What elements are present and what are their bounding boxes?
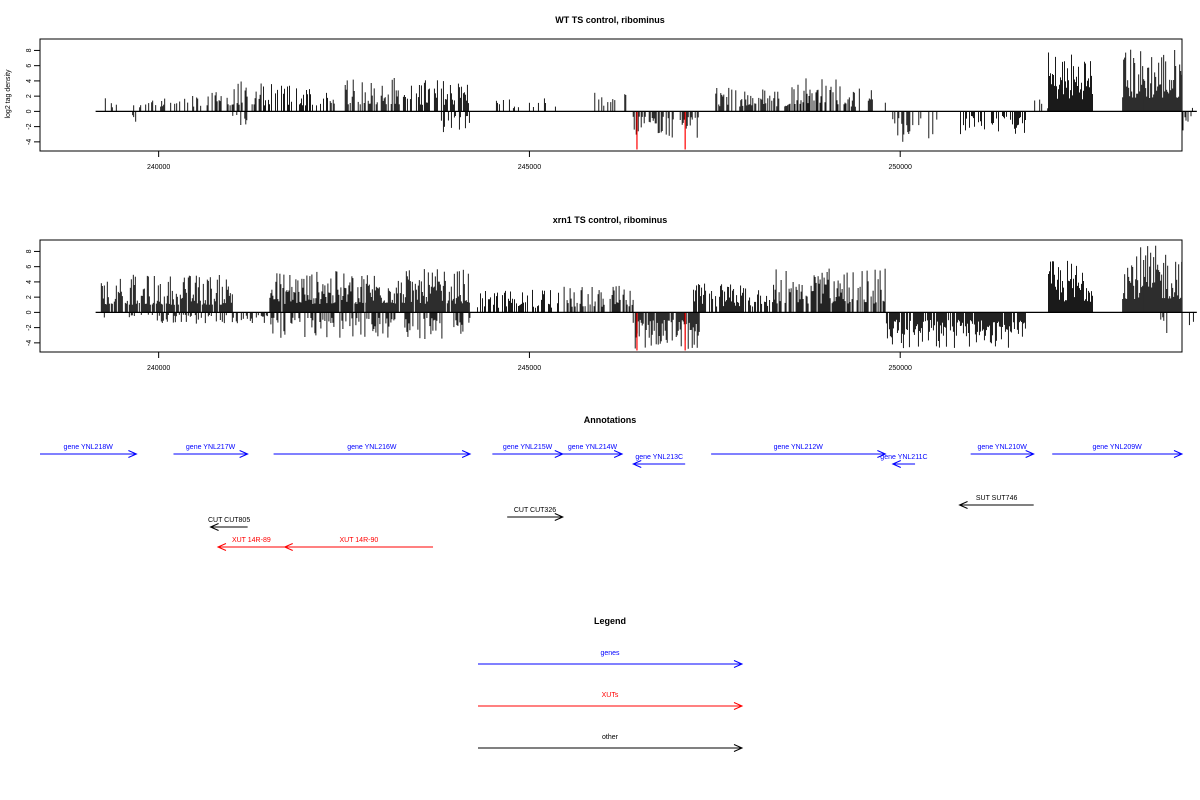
annotation-feature: gene YNL214W xyxy=(562,444,624,458)
wt-y-ticks: 8 6 4 2 0 -2 -4 xyxy=(26,48,40,145)
annotations-panel: Annotations gene YNL218W gene YNL217W gene… xyxy=(40,415,1184,551)
wt-y-tick-label: 8 xyxy=(26,48,33,52)
xrn1-panel: xrn1 TS control, ribominus 8 6 4 2 0 -2 -4 240… xyxy=(26,215,1197,372)
legend-entries: genes XUTs other xyxy=(478,650,744,752)
xrn1-y-tick-label: 6 xyxy=(26,265,33,269)
xrn1-panel-title: xrn1 TS control, ribominus xyxy=(553,215,668,225)
legend-label: XUTs xyxy=(602,692,619,699)
legend-entry: genes xyxy=(478,650,744,668)
wt-y-axis-label: log2 tag density xyxy=(5,69,12,119)
wt-y-tick-label: 6 xyxy=(26,64,33,68)
annotation-label: gene YNL216W xyxy=(347,444,397,451)
annotation-arrowhead xyxy=(613,450,624,458)
annotation-arrowhead xyxy=(461,450,472,458)
xrn1-y-tick-label: -2 xyxy=(26,324,33,330)
wt-y-tick-label: 2 xyxy=(26,94,33,98)
legend-label: other xyxy=(602,734,619,741)
wt-y-tick-label: 4 xyxy=(26,79,33,83)
xrn1-y-tick-label: 4 xyxy=(26,280,33,284)
annotation-label: CUT CUT805 xyxy=(208,517,250,524)
wt-bars xyxy=(104,49,1193,150)
annotation-arrowhead xyxy=(1173,450,1184,458)
xrn1-bars xyxy=(100,245,1194,351)
annotation-arrowhead xyxy=(283,543,293,551)
annotation-arrowhead xyxy=(554,513,565,521)
xrn1-y-tick-label: 8 xyxy=(26,249,33,253)
wt-y-tick-label: 0 xyxy=(26,109,33,113)
wt-panel-title: WT TS control, ribominus xyxy=(555,15,665,25)
annotation-arrowhead xyxy=(239,450,249,458)
annotation-label: CUT CUT326 xyxy=(514,507,556,514)
annotation-arrowhead xyxy=(958,501,968,509)
legend-entry: other xyxy=(478,734,744,752)
xrn1-y-tick-label: 2 xyxy=(26,295,33,299)
xrn1-y-tick-label: 0 xyxy=(26,310,33,314)
annotation-label: XUT 14R-89 xyxy=(232,537,271,544)
annotation-feature: gene YNL213C xyxy=(631,454,686,468)
annotation-arrowhead xyxy=(631,460,642,468)
annotation-feature: XUT 14R-90 xyxy=(283,537,434,551)
annotation-feature: gene YNL218W xyxy=(40,444,138,458)
annotations-title: Annotations xyxy=(584,415,637,425)
annotation-feature: gene YNL210W xyxy=(970,444,1035,458)
xrn1-y-tick-label: -4 xyxy=(26,340,33,346)
annotation-arrowhead xyxy=(877,450,887,458)
legend-arrowhead xyxy=(733,744,744,752)
annotation-feature: CUT CUT326 xyxy=(507,507,565,521)
annotation-label: XUT 14R-90 xyxy=(339,537,378,544)
xrn1-x-ticks: 240000 245000 250000 xyxy=(147,352,912,372)
xrn1-x-tick-label: 245000 xyxy=(518,365,541,372)
legend-arrowhead xyxy=(733,660,744,668)
annotation-label: gene YNL212W xyxy=(774,444,824,451)
legend-label: genes xyxy=(600,650,620,657)
legend-arrowhead xyxy=(733,702,744,710)
annotation-label: SUT SUT746 xyxy=(976,495,1018,502)
annotation-arrowhead xyxy=(216,543,227,551)
annotation-label: gene YNL211C xyxy=(880,454,927,461)
annotation-label: gene YNL209W xyxy=(1092,444,1142,451)
annotation-arrowhead xyxy=(891,460,901,468)
annotation-feature: gene YNL217W xyxy=(173,444,249,458)
annotation-feature: CUT CUT805 xyxy=(208,517,250,531)
annotation-arrowhead xyxy=(209,523,219,531)
annotation-arrowhead xyxy=(128,450,138,458)
annotation-label: gene YNL215W xyxy=(503,444,553,451)
annotation-feature: SUT SUT746 xyxy=(958,495,1034,509)
annotation-label: gene YNL217W xyxy=(186,444,236,451)
wt-y-tick-label: -4 xyxy=(26,139,33,145)
wt-x-tick-label: 250000 xyxy=(889,164,912,171)
wt-panel: WT TS control, ribominus log2 tag densit… xyxy=(5,15,1197,171)
annotation-label: gene YNL214W xyxy=(568,444,618,451)
xrn1-x-tick-label: 240000 xyxy=(147,365,170,372)
wt-x-tick-label: 245000 xyxy=(518,164,541,171)
annotation-feature: gene YNL209W xyxy=(1052,444,1184,458)
annotation-arrowhead xyxy=(1025,450,1035,458)
legend-panel: Legend genes XUTs other xyxy=(478,616,744,752)
annotation-feature: gene YNL212W xyxy=(711,444,887,458)
wt-x-ticks: 240000 245000 250000 xyxy=(147,151,912,171)
wt-y-tick-label: -2 xyxy=(26,123,33,129)
annotation-label: gene YNL213C xyxy=(635,454,683,461)
wt-plot-frame xyxy=(39,38,1183,152)
annotation-features: gene YNL218W gene YNL217W gene YNL216W gene… xyxy=(40,444,1184,551)
annotation-feature: XUT 14R-89 xyxy=(216,537,285,551)
legend-title: Legend xyxy=(594,616,626,626)
wt-x-tick-label: 240000 xyxy=(147,164,170,171)
annotation-label: gene YNL218W xyxy=(64,444,114,451)
xrn1-y-ticks: 8 6 4 2 0 -2 -4 xyxy=(26,249,40,346)
xrn1-x-tick-label: 250000 xyxy=(889,365,912,372)
annotation-label: gene YNL210W xyxy=(978,444,1028,451)
legend-entry: XUTs xyxy=(478,692,744,710)
annotation-feature: gene YNL216W xyxy=(273,444,472,458)
annotation-feature: gene YNL211C xyxy=(880,454,928,468)
annotation-feature: gene YNL215W xyxy=(492,444,565,458)
